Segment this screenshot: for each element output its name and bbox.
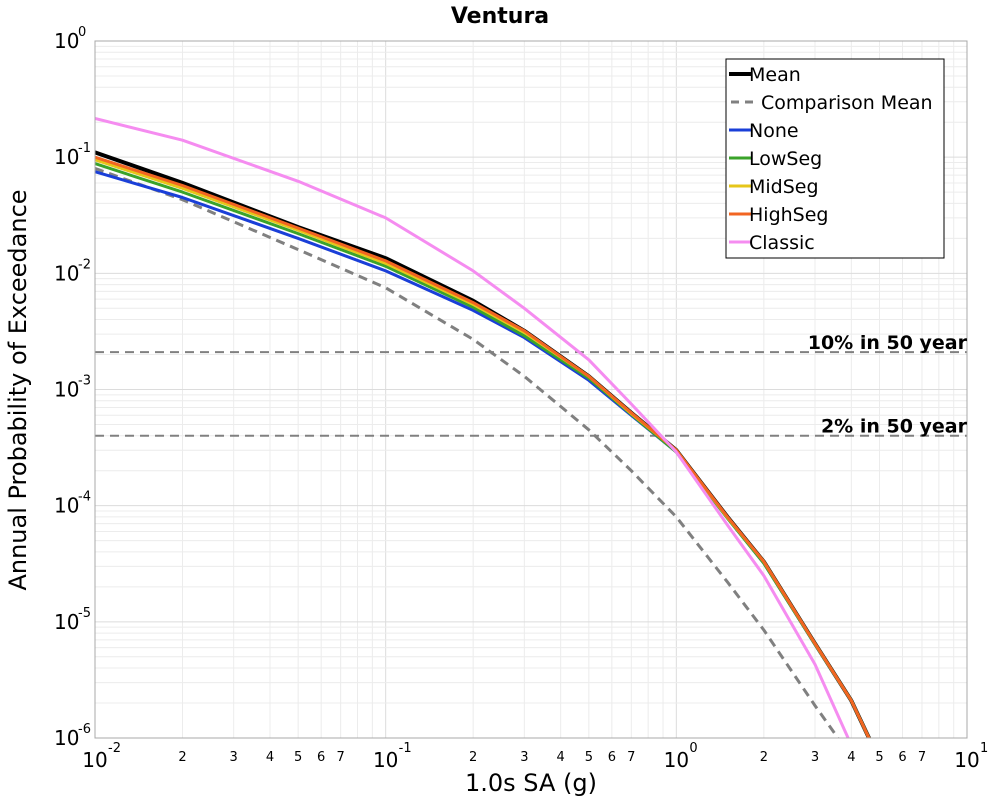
x-tick-label: 10 xyxy=(373,748,398,772)
y-tick-exponent: -1 xyxy=(78,141,91,156)
x-minor-tick-label: 3 xyxy=(811,750,819,765)
x-minor-tick-label: 7 xyxy=(918,750,926,765)
legend-label: LowSeg xyxy=(749,148,822,170)
y-tick-label: 10 xyxy=(54,261,79,285)
reference-labels: 10% in 50 year 2% in 50 year xyxy=(808,332,968,438)
x-minor-tick-label: 6 xyxy=(317,750,325,765)
y-tick-exponent: 0 xyxy=(78,25,86,40)
legend-box xyxy=(725,58,945,259)
y-axis-label: Annual Probability of Exceedance xyxy=(4,189,32,590)
x-minor-tick-label: 6 xyxy=(608,750,616,765)
x-tick-label: 10 xyxy=(82,748,107,772)
legend-label: Mean xyxy=(749,64,801,86)
chart-title: Ventura xyxy=(451,4,549,29)
y-tick-label: 10 xyxy=(54,378,79,402)
x-tick-exponent: 1 xyxy=(980,741,988,756)
legend-label: Comparison Mean xyxy=(761,92,933,114)
legend-label: None xyxy=(749,120,799,142)
y-tick-label: 10 xyxy=(54,494,79,518)
legend-label: Classic xyxy=(749,232,815,254)
x-minor-tick-label: 4 xyxy=(847,750,855,765)
y-tick-exponent: -2 xyxy=(78,257,91,272)
y-tick-label: 10 xyxy=(54,610,79,634)
x-minor-tick-label: 4 xyxy=(266,750,274,765)
y-tick-label: 10 xyxy=(54,145,79,169)
x-minor-tick-label: 7 xyxy=(627,750,635,765)
legend-label: MidSeg xyxy=(749,176,819,198)
x-axis-ticks: 10 -2 10 -1 10 0 10 12 3 4 5 6 7 2 3 4 5 6 7 2 3 4 5 6 7 xyxy=(82,741,988,772)
legend-label: HighSeg xyxy=(749,204,828,226)
x-minor-tick-label: 2 xyxy=(760,750,768,765)
x-minor-tick-label: 5 xyxy=(875,750,883,765)
y-tick-label: 10 xyxy=(54,726,79,750)
reference-lines xyxy=(95,351,967,437)
x-tick-exponent: 0 xyxy=(689,741,697,756)
plot-border xyxy=(94,40,968,739)
series-line-classic xyxy=(95,117,850,738)
x-minor-tick-label: 4 xyxy=(557,750,565,765)
reference-label: 10% in 50 year xyxy=(808,332,968,354)
y-tick-label: 10 xyxy=(54,29,79,53)
x-minor-tick-label: 6 xyxy=(898,750,906,765)
series-line-comparison-mean xyxy=(95,166,840,738)
y-tick-exponent: -5 xyxy=(78,606,91,621)
series-line-highseg xyxy=(95,155,871,738)
x-tick-exponent: -1 xyxy=(399,741,412,756)
x-minor-tick-label: 5 xyxy=(585,750,593,765)
x-minor-tick-label: 3 xyxy=(520,750,528,765)
x-minor-tick-label: 3 xyxy=(230,750,238,765)
x-minor-tick-label: 2 xyxy=(469,750,477,765)
y-tick-exponent: -6 xyxy=(78,722,91,737)
x-tick-label: 10 xyxy=(664,748,689,772)
legend: Mean Comparison Mean None LowSeg MidSeg HighS… xyxy=(725,58,945,259)
reference-label: 2% in 50 year xyxy=(821,416,968,438)
y-tick-exponent: -3 xyxy=(78,374,91,389)
x-minor-tick-label: 5 xyxy=(294,750,302,765)
x-tick-label: 10 xyxy=(954,748,979,772)
y-tick-exponent: -4 xyxy=(78,490,91,505)
series-lines xyxy=(95,117,871,738)
x-tick-exponent: -2 xyxy=(108,741,121,756)
x-minor-tick-label: 7 xyxy=(337,750,345,765)
x-axis-label: 1.0s SA (g) xyxy=(465,769,597,797)
x-minor-tick-label: 2 xyxy=(178,750,186,765)
